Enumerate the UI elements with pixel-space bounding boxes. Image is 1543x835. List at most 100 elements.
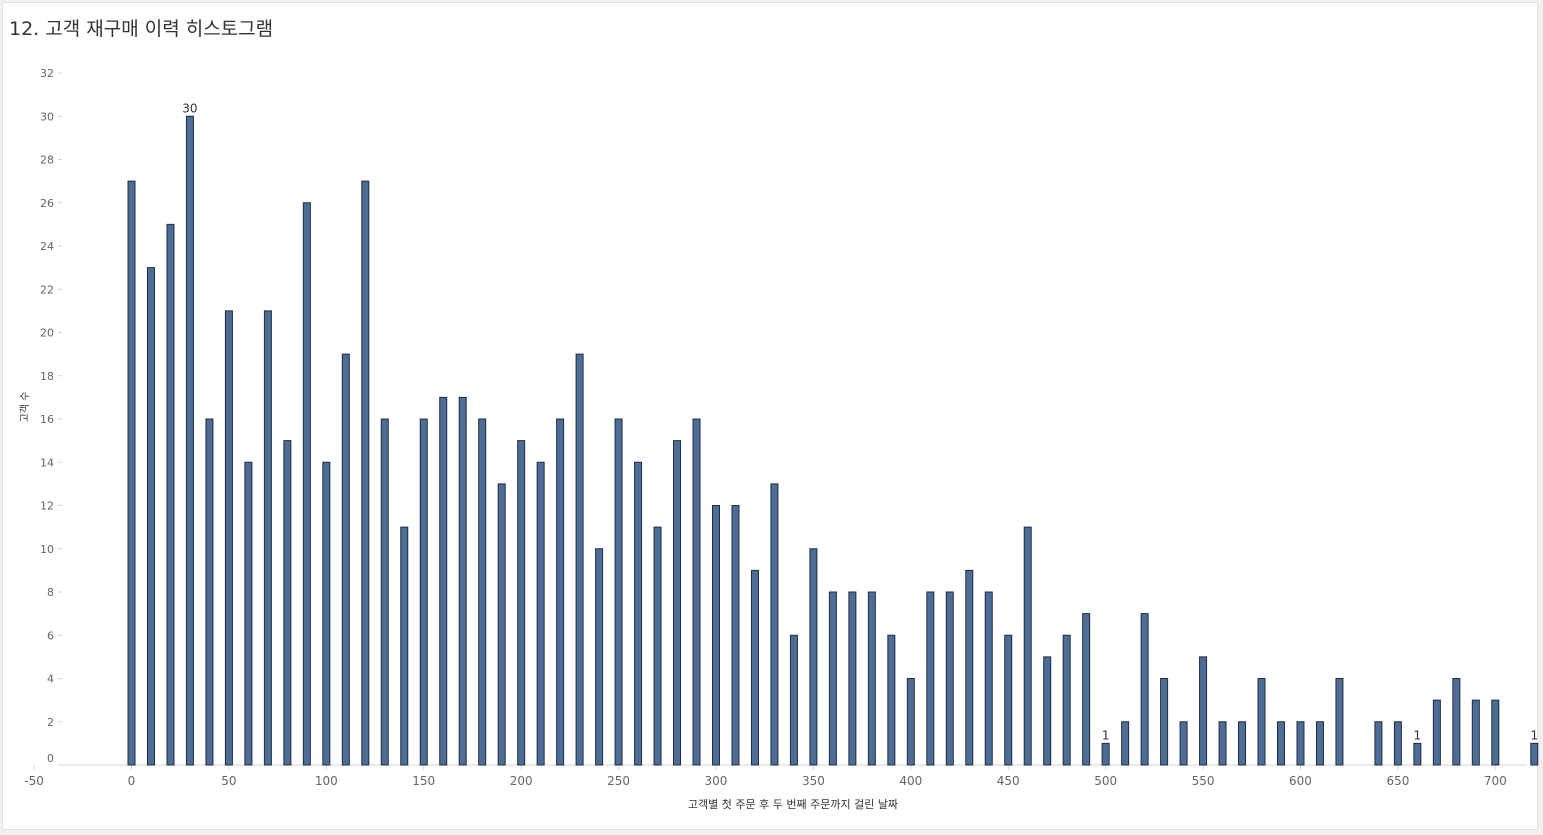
histogram-bar: [127, 180, 136, 766]
histogram-bar: [400, 526, 409, 766]
y-tick-label: 4: [47, 673, 54, 686]
histogram-bar: [322, 461, 331, 766]
histogram-bar: [224, 310, 233, 766]
histogram-bar: [1413, 742, 1422, 766]
histogram-bar: [1393, 721, 1402, 766]
histogram-bar: [809, 548, 818, 766]
histogram-bar: [1218, 721, 1227, 766]
x-tick-label: 200: [510, 774, 533, 788]
histogram-bar: [361, 180, 370, 766]
data-label: 1: [1102, 728, 1110, 742]
x-axis-label: 고객별 첫 주문 후 두 번째 주문까지 걸린 날짜: [688, 798, 898, 811]
histogram-bar: [146, 267, 155, 766]
histogram-bar: [166, 223, 175, 766]
x-tick-label: 100: [315, 774, 338, 788]
histogram-bar: [302, 202, 311, 766]
y-tick-label: 14: [40, 456, 54, 469]
histogram-bar: [244, 461, 253, 766]
bars: [127, 115, 1539, 766]
x-tick-label: 350: [802, 774, 825, 788]
histogram-bar: [848, 591, 857, 766]
histogram-bar: [1491, 699, 1500, 766]
histogram-bar: [1160, 678, 1169, 766]
histogram-bar: [1238, 721, 1247, 766]
histogram-bar: [711, 505, 720, 766]
histogram-bar: [341, 353, 350, 766]
x-tick-label: -50: [24, 774, 44, 788]
y-tick-label: 32: [40, 67, 54, 80]
x-tick-label: 600: [1289, 774, 1312, 788]
y-axis-label: 고객 수: [19, 392, 31, 423]
histogram-bar: [1179, 721, 1188, 766]
histogram-bar: [673, 440, 682, 766]
x-tick-label: 300: [705, 774, 728, 788]
histogram-bar: [1374, 721, 1383, 766]
histogram-bar: [575, 353, 584, 766]
histogram-bar: [828, 591, 837, 766]
y-tick-label: 10: [40, 543, 54, 556]
x-tick-label: 0: [128, 774, 136, 788]
histogram-bar: [439, 396, 448, 766]
histogram-bar: [789, 634, 798, 766]
x-tick-label: 500: [1094, 774, 1117, 788]
histogram-bar: [1023, 526, 1032, 766]
histogram-bar: [906, 678, 915, 766]
histogram-bar: [1140, 613, 1149, 766]
x-tick-label: 700: [1484, 774, 1507, 788]
histogram-bar: [1004, 634, 1013, 766]
histogram-bar: [984, 591, 993, 766]
y-tick-label: 26: [40, 197, 54, 210]
histogram-bar: [497, 483, 506, 766]
histogram-bar: [1082, 613, 1091, 766]
histogram-bar: [1121, 721, 1130, 766]
histogram-bar: [185, 115, 194, 766]
data-label: 1: [1414, 728, 1422, 742]
y-tick-label: 12: [40, 500, 54, 513]
histogram-bar: [926, 591, 935, 766]
y-tick-label: 20: [40, 327, 54, 340]
x-tick-label: 250: [607, 774, 630, 788]
histogram-bar: [419, 418, 428, 766]
histogram-bar: [263, 310, 272, 766]
histogram-bar: [205, 418, 214, 766]
histogram-bar: [1296, 721, 1305, 766]
y-tick-label: 30: [40, 110, 54, 123]
histogram-bar: [1335, 678, 1344, 766]
histogram-bar: [965, 569, 974, 766]
histogram-bar: [750, 569, 759, 766]
histogram-bar: [1101, 742, 1110, 766]
histogram-bar: [595, 548, 604, 766]
y-tick-label: 8: [47, 586, 54, 599]
histogram-bar: [1432, 699, 1441, 766]
y-tick-label: 24: [40, 240, 54, 253]
histogram-bar: [653, 526, 662, 766]
histogram-bar: [1530, 742, 1539, 766]
histogram-bar: [1315, 721, 1324, 766]
histogram-bar: [536, 461, 545, 766]
histogram-bar: [556, 418, 565, 766]
histogram-bar: [731, 505, 740, 766]
x-tick-label: 450: [997, 774, 1020, 788]
data-labels: 301111111111111111111111: [182, 101, 1538, 742]
y-tick-label: 6: [47, 629, 54, 642]
histogram-bar: [867, 591, 876, 766]
data-label: 30: [182, 101, 197, 115]
histogram-bar: [1257, 678, 1266, 766]
histogram-bar: [1276, 721, 1285, 766]
x-tick-label: 400: [899, 774, 922, 788]
histogram-bar: [1199, 656, 1208, 766]
x-tick-label: 150: [412, 774, 435, 788]
histogram-bar: [478, 418, 487, 766]
histogram-bar: [380, 418, 389, 766]
y-tick-label: 28: [40, 154, 54, 167]
y-tick-label: 16: [40, 413, 54, 426]
histogram-bar: [517, 440, 526, 766]
page-title: 12. 고객 재구매 이력 히스토그램: [9, 18, 274, 40]
histogram-bar: [887, 634, 896, 766]
histogram-bar: [1043, 656, 1052, 766]
histogram-bar: [1062, 634, 1071, 766]
histogram-bar: [1452, 678, 1461, 766]
